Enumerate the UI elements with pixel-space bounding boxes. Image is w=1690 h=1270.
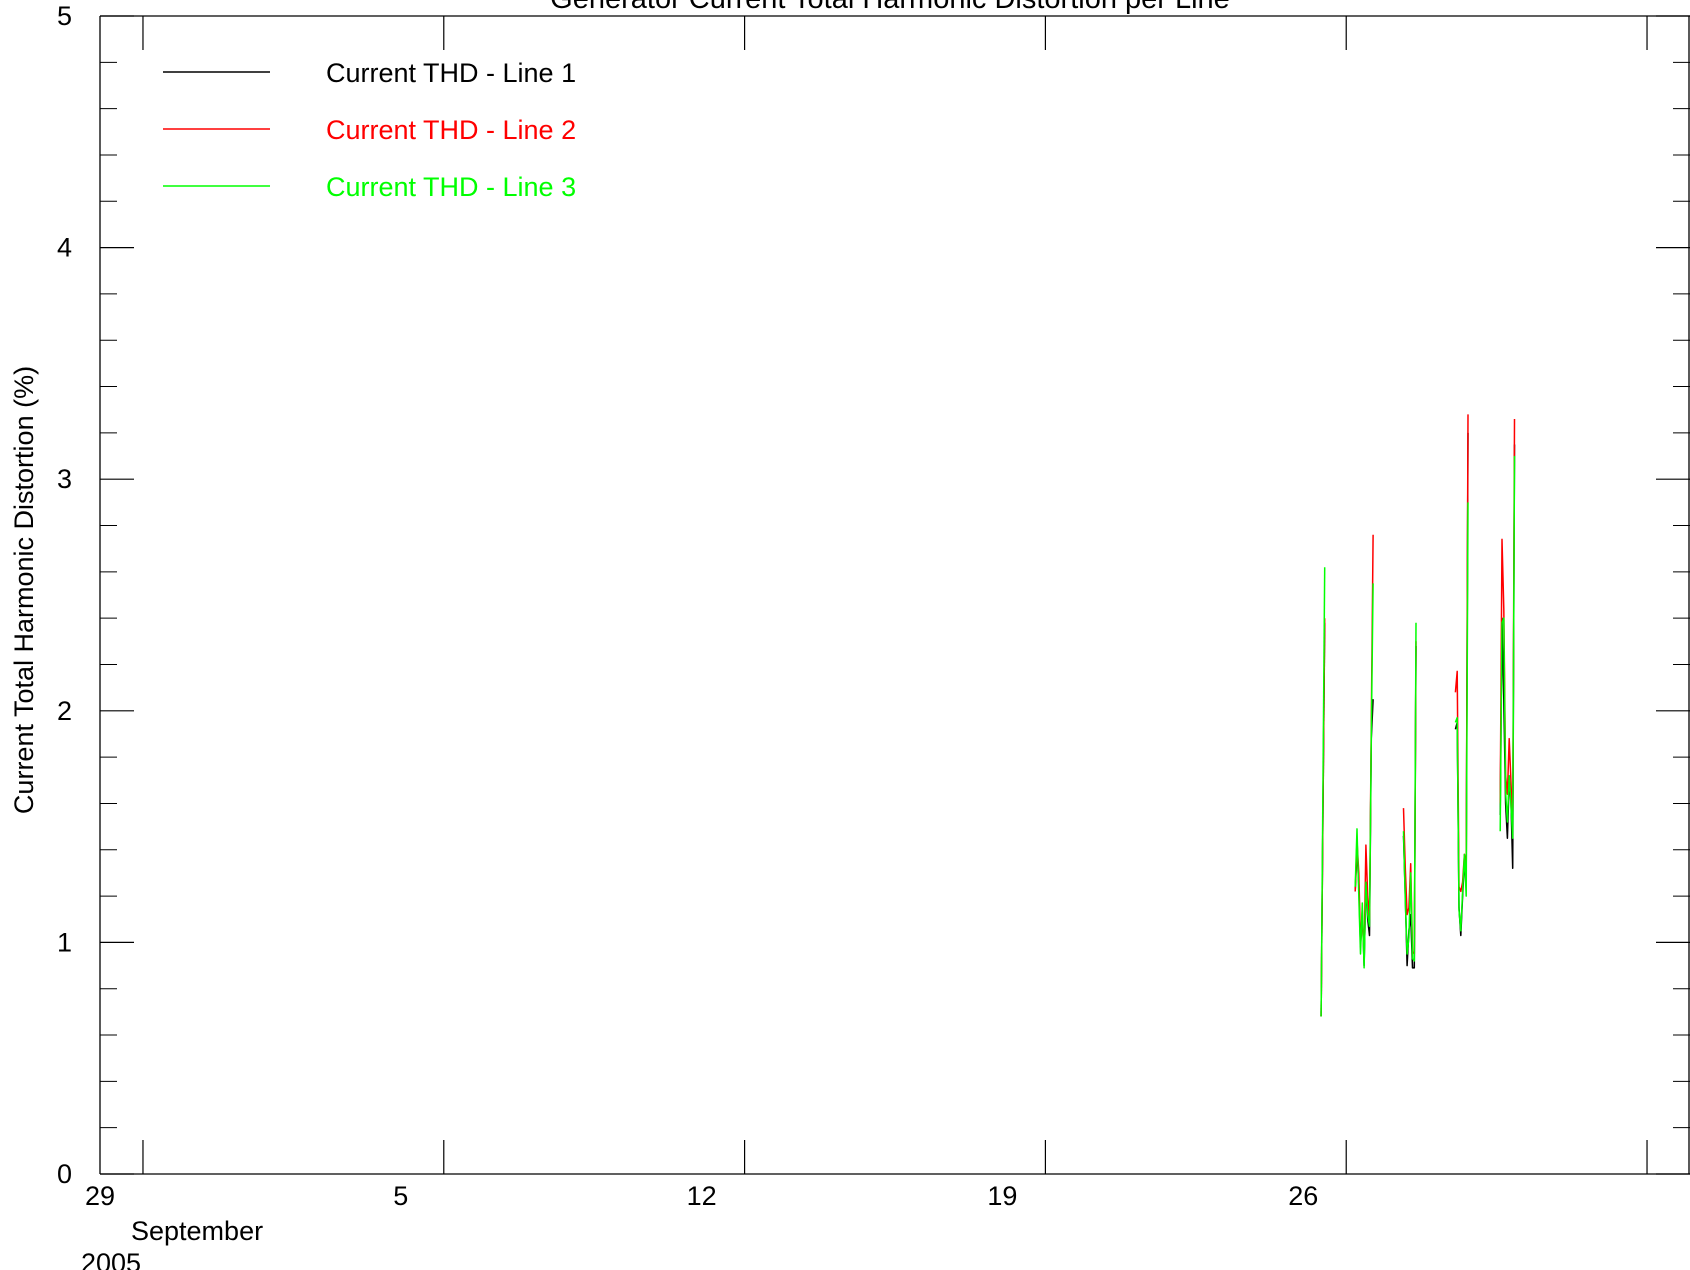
y-tick-label: 5 bbox=[57, 1, 72, 31]
series-3 bbox=[1320, 455, 1516, 1017]
series-line-segment bbox=[1354, 583, 1374, 969]
legend: Current THD - Line 1 Current THD - Line 2… bbox=[163, 58, 576, 202]
y-tick-label: 0 bbox=[57, 1159, 72, 1189]
legend-label-2: Current THD - Line 2 bbox=[326, 115, 576, 145]
x-axis-month-label: September bbox=[131, 1216, 263, 1246]
plot-frame bbox=[99, 15, 1690, 1175]
y-axis-title: Current Total Harmonic Distortion (%) bbox=[9, 366, 39, 814]
legend-label-1: Current THD - Line 1 bbox=[326, 58, 576, 88]
x-axis-year-label: 2005 bbox=[81, 1248, 141, 1270]
series-line-segment bbox=[1499, 444, 1516, 870]
y-axis-ticks: 0 1 2 3 4 5 bbox=[57, 1, 1690, 1189]
legend-label-3: Current THD - Line 3 bbox=[326, 172, 576, 202]
x-tick-label: 12 bbox=[687, 1181, 717, 1211]
x-tick-label: 26 bbox=[1288, 1181, 1318, 1211]
x-axis-ticks: 29 5 12 19 26 bbox=[85, 16, 1648, 1211]
x-tick-label: 19 bbox=[987, 1181, 1017, 1211]
y-tick-label: 3 bbox=[57, 464, 72, 494]
x-tick-label: 5 bbox=[393, 1181, 408, 1211]
series-line-segment bbox=[1320, 567, 1326, 1017]
series-line-segment bbox=[1402, 622, 1417, 962]
y-tick-label: 4 bbox=[57, 233, 72, 263]
chart-title: Generator Current Total Harmonic Distort… bbox=[550, 0, 1230, 15]
series-line-segment bbox=[1499, 455, 1516, 839]
x-tick-label: 29 bbox=[85, 1181, 115, 1211]
series-layer bbox=[1320, 414, 1516, 1017]
y-tick-label: 1 bbox=[57, 927, 72, 957]
y-tick-label: 2 bbox=[57, 696, 72, 726]
series-line-segment bbox=[1454, 502, 1469, 932]
